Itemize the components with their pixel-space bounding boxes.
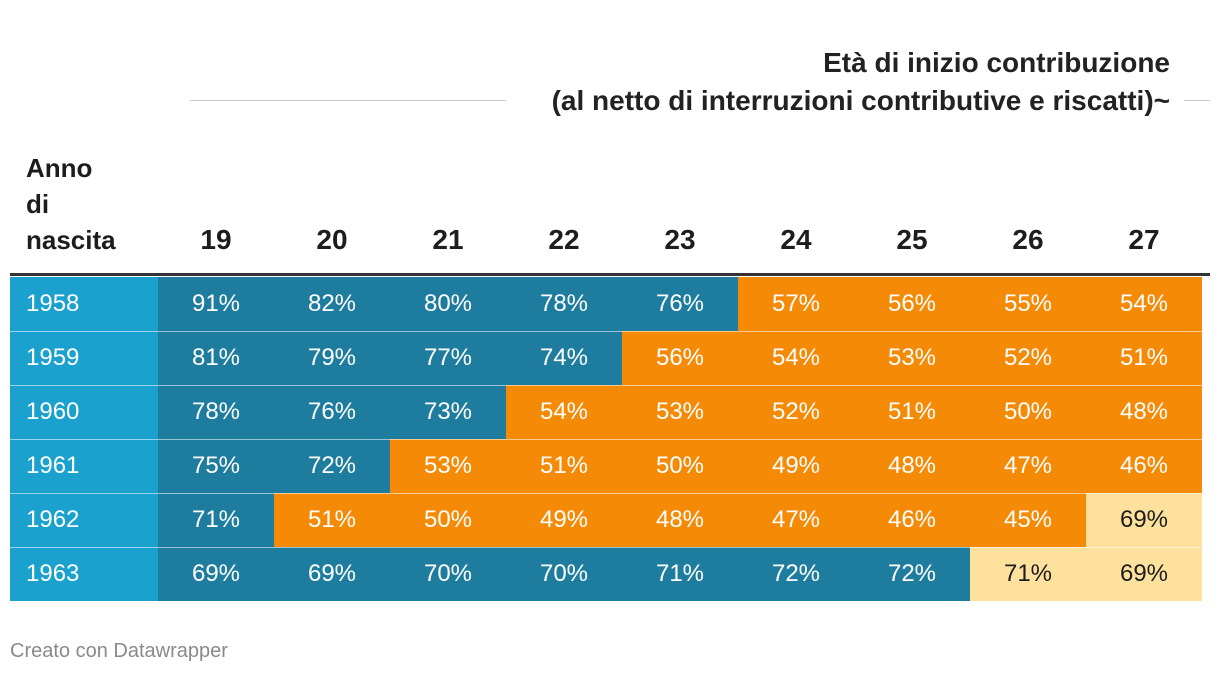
table-cell: 81%: [158, 331, 274, 385]
table-cell: 46%: [854, 493, 970, 547]
table-cell: 48%: [622, 493, 738, 547]
table-cell: 69%: [1086, 493, 1202, 547]
column-header-23: 23: [664, 224, 696, 255]
table-cell: 45%: [970, 493, 1086, 547]
column-header-21: 21: [432, 224, 464, 255]
table-cell: 74%: [506, 331, 622, 385]
table-cell: 53%: [622, 385, 738, 439]
table-cell: 52%: [738, 385, 854, 439]
column-header-19: 19: [200, 224, 232, 255]
column-header-24: 24: [780, 224, 812, 255]
table-cell: 69%: [274, 547, 390, 601]
row-label-header: Anno di nascita: [26, 150, 156, 258]
column-header-26: 26: [1012, 224, 1044, 255]
table-cell: 75%: [158, 439, 274, 493]
table-cell: 72%: [738, 547, 854, 601]
table-cell: 91%: [158, 277, 274, 331]
row-separator: [10, 547, 1210, 548]
table-cell: 51%: [506, 439, 622, 493]
table-cell: 57%: [738, 277, 854, 331]
table-cell: 49%: [506, 493, 622, 547]
column-header-22: 22: [548, 224, 580, 255]
row-year-label: 1962: [10, 493, 158, 547]
table-cell: 51%: [854, 385, 970, 439]
table-cell: 78%: [158, 385, 274, 439]
row-year-label: 1963: [10, 547, 158, 601]
table-cell: 69%: [1086, 547, 1202, 601]
column-group-title-line2: (al netto di interruzioni contributive e…: [551, 85, 1170, 116]
column-group-title: Età di inizio contribuzione (al netto di…: [552, 44, 1170, 120]
table-cell: 76%: [274, 385, 390, 439]
row-year-label: 1961: [10, 439, 158, 493]
table-cell: 82%: [274, 277, 390, 331]
row-separator: [10, 493, 1210, 494]
table-cell: 80%: [390, 277, 506, 331]
table-cell: 71%: [622, 547, 738, 601]
table-cell: 51%: [1086, 331, 1202, 385]
row-separator: [10, 385, 1210, 386]
footer-credit: Creato con Datawrapper: [10, 640, 228, 662]
table-cell: 71%: [158, 493, 274, 547]
table-cell: 56%: [622, 331, 738, 385]
table-cell: 72%: [854, 547, 970, 601]
column-header-20: 20: [316, 224, 348, 255]
table-cell: 53%: [854, 331, 970, 385]
table-cell: 50%: [970, 385, 1086, 439]
row-label-header-line1: Anno: [26, 153, 93, 183]
row-separator: [10, 331, 1210, 332]
table-cell: 76%: [622, 277, 738, 331]
table-cell: 46%: [1086, 439, 1202, 493]
table-cell: 54%: [506, 385, 622, 439]
table-cell: 77%: [390, 331, 506, 385]
table-cell: 54%: [738, 331, 854, 385]
table-cell: 48%: [854, 439, 970, 493]
table-cell: 71%: [970, 547, 1086, 601]
table-cell: 47%: [970, 439, 1086, 493]
column-group-title-line1: Età di inizio contribuzione: [823, 47, 1170, 78]
table-cell: 48%: [1086, 385, 1202, 439]
row-year-label: 1960: [10, 385, 158, 439]
table-cell: 70%: [390, 547, 506, 601]
table-cell: 51%: [274, 493, 390, 547]
table-cell: 69%: [158, 547, 274, 601]
table-cell: 54%: [1086, 277, 1202, 331]
table-cell: 72%: [274, 439, 390, 493]
table-cell: 52%: [970, 331, 1086, 385]
column-header-25: 25: [896, 224, 928, 255]
row-label-header-line3: nascita: [26, 225, 116, 255]
table-cell: 49%: [738, 439, 854, 493]
header-rule-right: [1184, 100, 1210, 101]
table-cell: 53%: [390, 439, 506, 493]
row-year-label: 1958: [10, 277, 158, 331]
table-cell: 79%: [274, 331, 390, 385]
table-cell: 55%: [970, 277, 1086, 331]
table-cell: 47%: [738, 493, 854, 547]
table-cell: 50%: [390, 493, 506, 547]
header-divider: [10, 273, 1210, 276]
row-label-header-line2: di: [26, 189, 50, 219]
table-cell: 50%: [622, 439, 738, 493]
table-cell: 70%: [506, 547, 622, 601]
table-cell: 56%: [854, 277, 970, 331]
header-rule-left: [190, 100, 506, 101]
table-cell: 78%: [506, 277, 622, 331]
row-separator: [10, 439, 1210, 440]
table-cell: 73%: [390, 385, 506, 439]
row-year-label: 1959: [10, 331, 158, 385]
column-header-27: 27: [1128, 224, 1160, 255]
